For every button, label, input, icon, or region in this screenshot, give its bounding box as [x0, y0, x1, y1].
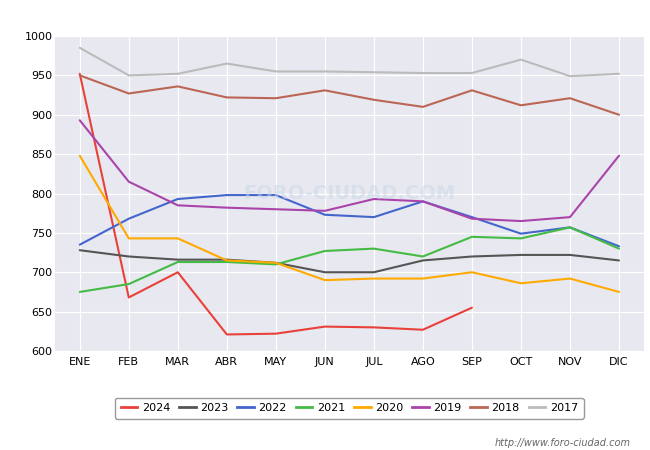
- Text: FORO-CIUDAD.COM: FORO-CIUDAD.COM: [243, 184, 456, 203]
- Text: http://www.foro-ciudad.com: http://www.foro-ciudad.com: [495, 438, 630, 448]
- Legend: 2024, 2023, 2022, 2021, 2020, 2019, 2018, 2017: 2024, 2023, 2022, 2021, 2020, 2019, 2018…: [115, 397, 584, 419]
- Text: Afiliados en La Robla a 30/9/2024: Afiliados en La Robla a 30/9/2024: [174, 8, 476, 26]
